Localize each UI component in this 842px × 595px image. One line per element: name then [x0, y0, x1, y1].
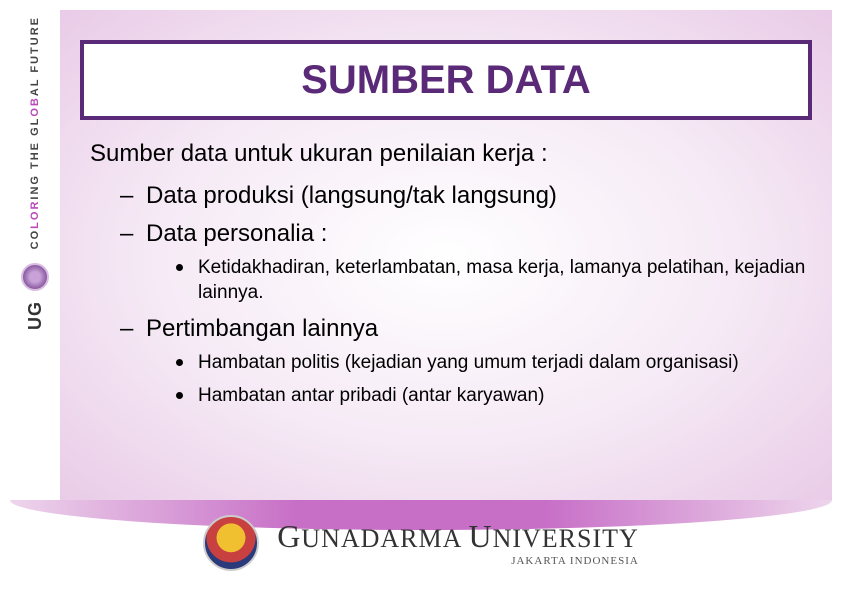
intro-text: Sumber data untuk ukuran penilaian kerja…	[90, 140, 812, 168]
sub-bullet-list: Hambatan politis (kejadian yang umum ter…	[146, 351, 812, 408]
sidebar-tagline: COLORING THE GLOBAL FUTURE	[29, 16, 41, 249]
list-item: Data produksi (langsung/tak langsung)	[120, 182, 812, 210]
sidebar-ug-label: UG	[25, 301, 46, 330]
university-logo-icon	[203, 515, 259, 571]
content-area: Sumber data untuk ukuran penilaian kerja…	[90, 140, 812, 419]
list-item: Pertimbangan lainnya Hambatan politis (k…	[120, 315, 812, 408]
sub-list-item: Ketidakhadiran, keterlambatan, masa kerj…	[176, 256, 812, 305]
bullet-text: Data produksi (langsung/tak langsung)	[146, 182, 557, 209]
footer: GUNADARMA UNIVERSITY JAKARTA INDONESIA	[10, 500, 832, 585]
bullet-text: Pertimbangan lainnya	[146, 315, 378, 342]
slide-title: SUMBER DATA	[301, 58, 591, 103]
bullet-text: Data personalia :	[146, 220, 327, 247]
sub-bullet-list: Ketidakhadiran, keterlambatan, masa kerj…	[146, 256, 812, 305]
list-item: Data personalia : Ketidakhadiran, keterl…	[120, 220, 812, 305]
title-box: SUMBER DATA	[80, 40, 812, 120]
footer-text-block: GUNADARMA UNIVERSITY JAKARTA INDONESIA	[277, 518, 639, 567]
slide: COLORING THE GLOBAL FUTURE UG SUMBER DAT…	[0, 0, 842, 595]
university-name: GUNADARMA UNIVERSITY	[277, 518, 639, 555]
bullet-list: Data produksi (langsung/tak langsung) Da…	[90, 182, 812, 409]
sub-list-item: Hambatan politis (kejadian yang umum ter…	[176, 351, 812, 376]
sidebar-logo-icon	[21, 263, 49, 291]
sidebar: COLORING THE GLOBAL FUTURE UG	[10, 10, 60, 495]
sub-list-item: Hambatan antar pribadi (antar karyawan)	[176, 384, 812, 409]
university-location: JAKARTA INDONESIA	[277, 555, 639, 567]
